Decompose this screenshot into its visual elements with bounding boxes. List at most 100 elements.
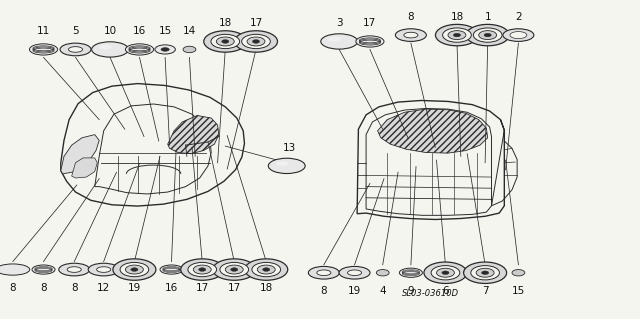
Text: 17: 17 — [228, 283, 241, 293]
Polygon shape — [72, 158, 97, 178]
Ellipse shape — [308, 266, 339, 279]
Ellipse shape — [424, 262, 467, 284]
Text: 2: 2 — [515, 12, 522, 22]
Ellipse shape — [404, 32, 418, 38]
Text: 10: 10 — [104, 26, 116, 36]
Ellipse shape — [59, 263, 90, 276]
Ellipse shape — [481, 271, 489, 275]
Ellipse shape — [225, 265, 243, 274]
Text: 9: 9 — [408, 286, 414, 296]
Ellipse shape — [97, 267, 111, 272]
Ellipse shape — [436, 268, 454, 277]
Ellipse shape — [188, 263, 216, 277]
Ellipse shape — [471, 266, 499, 280]
Text: 12: 12 — [97, 283, 110, 293]
Ellipse shape — [198, 268, 206, 271]
Text: 8: 8 — [10, 283, 16, 293]
Polygon shape — [168, 115, 219, 154]
Text: 11: 11 — [37, 26, 50, 36]
Ellipse shape — [113, 259, 156, 280]
Ellipse shape — [193, 265, 211, 274]
Ellipse shape — [234, 31, 278, 52]
Ellipse shape — [435, 24, 479, 46]
Ellipse shape — [252, 263, 280, 277]
Ellipse shape — [247, 37, 265, 46]
Text: 4: 4 — [380, 286, 386, 296]
Text: 18: 18 — [451, 12, 463, 22]
Text: 8: 8 — [40, 283, 47, 293]
Ellipse shape — [431, 266, 460, 280]
Ellipse shape — [32, 265, 55, 274]
Text: 16: 16 — [133, 26, 146, 36]
Text: 16: 16 — [165, 283, 178, 293]
Text: 17: 17 — [364, 18, 376, 28]
Ellipse shape — [60, 43, 91, 56]
Ellipse shape — [230, 268, 238, 271]
Ellipse shape — [204, 31, 247, 52]
Text: SL03-03610D: SL03-03610D — [401, 289, 459, 298]
Text: 13: 13 — [284, 143, 296, 153]
Ellipse shape — [221, 40, 229, 43]
Ellipse shape — [242, 34, 270, 48]
Ellipse shape — [131, 268, 138, 271]
Text: 8: 8 — [321, 286, 327, 296]
Ellipse shape — [211, 34, 239, 48]
Ellipse shape — [257, 265, 275, 274]
Polygon shape — [378, 109, 488, 153]
Ellipse shape — [356, 36, 384, 47]
Text: 15: 15 — [159, 26, 172, 36]
Ellipse shape — [321, 34, 358, 49]
Ellipse shape — [466, 24, 509, 46]
Text: 8: 8 — [408, 12, 414, 22]
Ellipse shape — [442, 271, 449, 275]
Ellipse shape — [276, 161, 288, 166]
Polygon shape — [61, 135, 99, 174]
Ellipse shape — [443, 28, 471, 42]
Ellipse shape — [125, 44, 154, 55]
Text: 1: 1 — [484, 12, 491, 22]
Ellipse shape — [484, 33, 492, 37]
Ellipse shape — [29, 44, 58, 55]
Ellipse shape — [510, 32, 527, 39]
Ellipse shape — [212, 259, 256, 280]
Text: 3: 3 — [336, 18, 342, 28]
Ellipse shape — [68, 47, 83, 52]
Ellipse shape — [220, 263, 248, 277]
Text: 15: 15 — [512, 286, 525, 296]
Ellipse shape — [155, 45, 175, 54]
Ellipse shape — [252, 40, 260, 43]
Text: 14: 14 — [183, 26, 196, 36]
Ellipse shape — [125, 265, 143, 274]
Ellipse shape — [88, 263, 119, 276]
Ellipse shape — [180, 259, 224, 280]
Ellipse shape — [396, 29, 426, 41]
Text: 18: 18 — [219, 18, 232, 28]
Ellipse shape — [348, 270, 362, 276]
Text: 8: 8 — [71, 283, 77, 293]
Ellipse shape — [268, 158, 305, 174]
Ellipse shape — [339, 266, 370, 279]
Text: 17: 17 — [250, 18, 262, 28]
Text: 6: 6 — [442, 286, 449, 296]
Ellipse shape — [92, 42, 129, 57]
Ellipse shape — [399, 268, 422, 277]
Ellipse shape — [99, 45, 111, 49]
Ellipse shape — [479, 31, 497, 40]
Ellipse shape — [512, 270, 525, 276]
Ellipse shape — [448, 31, 466, 40]
Text: 19: 19 — [348, 286, 361, 296]
Ellipse shape — [474, 28, 502, 42]
Ellipse shape — [503, 29, 534, 41]
Text: 19: 19 — [128, 283, 141, 293]
Ellipse shape — [262, 268, 270, 271]
Ellipse shape — [161, 48, 169, 51]
Text: 7: 7 — [482, 286, 488, 296]
Ellipse shape — [160, 265, 183, 274]
Ellipse shape — [0, 264, 29, 275]
Text: 17: 17 — [196, 283, 209, 293]
Ellipse shape — [476, 268, 494, 277]
Text: 5: 5 — [72, 26, 79, 36]
Ellipse shape — [328, 37, 340, 41]
Ellipse shape — [453, 33, 461, 37]
Ellipse shape — [244, 259, 288, 280]
